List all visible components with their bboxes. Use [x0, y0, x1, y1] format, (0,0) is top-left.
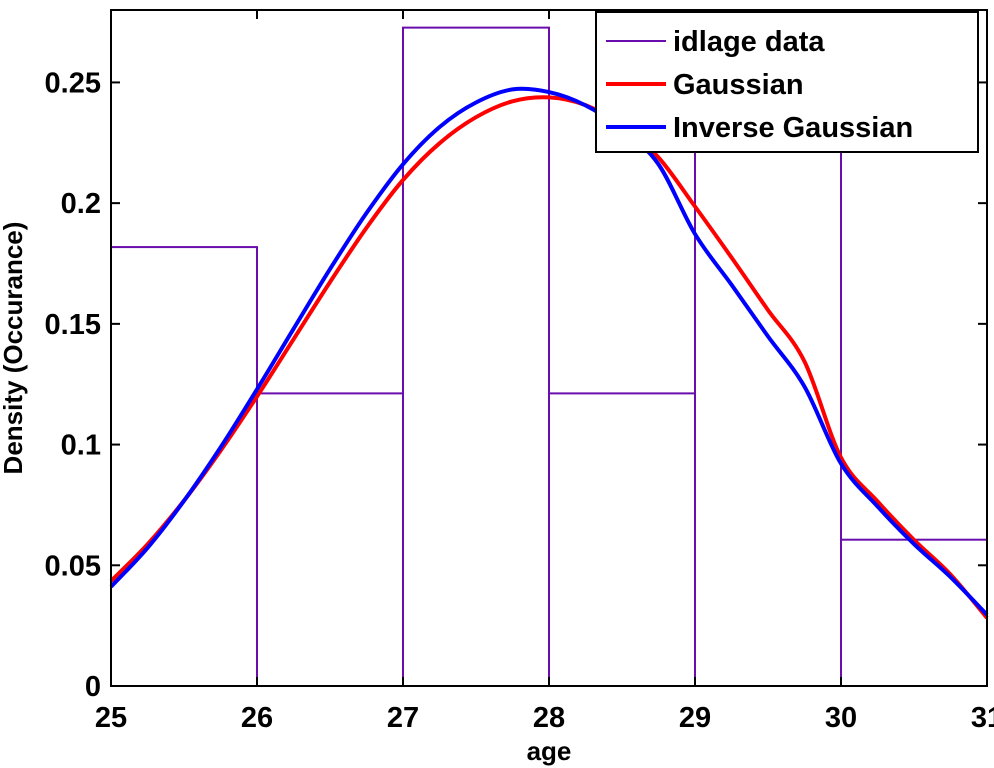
y-axis: 0 0.05 0.1 0.15 0.2 0.25	[45, 67, 987, 703]
x-tick-label: 27	[387, 702, 419, 734]
x-tick-label: 31	[971, 702, 994, 734]
x-tick-label: 29	[679, 702, 711, 734]
y-tick-label: 0.05	[45, 550, 101, 582]
y-tick-label: 0	[85, 671, 101, 703]
x-tick-label: 30	[825, 702, 857, 734]
x-tick-label: 25	[95, 702, 127, 734]
inverse-gaussian-curve	[109, 86, 989, 617]
legend-label-inverse-gaussian: Inverse Gaussian	[673, 112, 913, 144]
fit-curves	[109, 86, 989, 620]
x-axis: 25 26 27 28 29 30 31	[95, 10, 994, 734]
legend-label-gaussian: Gaussian	[673, 69, 804, 101]
x-tick-label: 26	[241, 702, 273, 734]
gaussian-curve	[109, 95, 989, 620]
y-tick-label: 0.2	[61, 188, 101, 220]
x-axis-label: age	[527, 736, 572, 766]
x-tick-label: 28	[533, 702, 565, 734]
y-tick-label: 0.15	[45, 309, 101, 341]
y-tick-label: 0.25	[45, 67, 101, 99]
y-tick-label: 0.1	[61, 430, 101, 462]
y-axis-label: Density (Occurance)	[0, 222, 28, 475]
legend: idlage data Gaussian Inverse Gaussian	[595, 11, 979, 153]
legend-label-histogram: idlage data	[673, 26, 825, 58]
